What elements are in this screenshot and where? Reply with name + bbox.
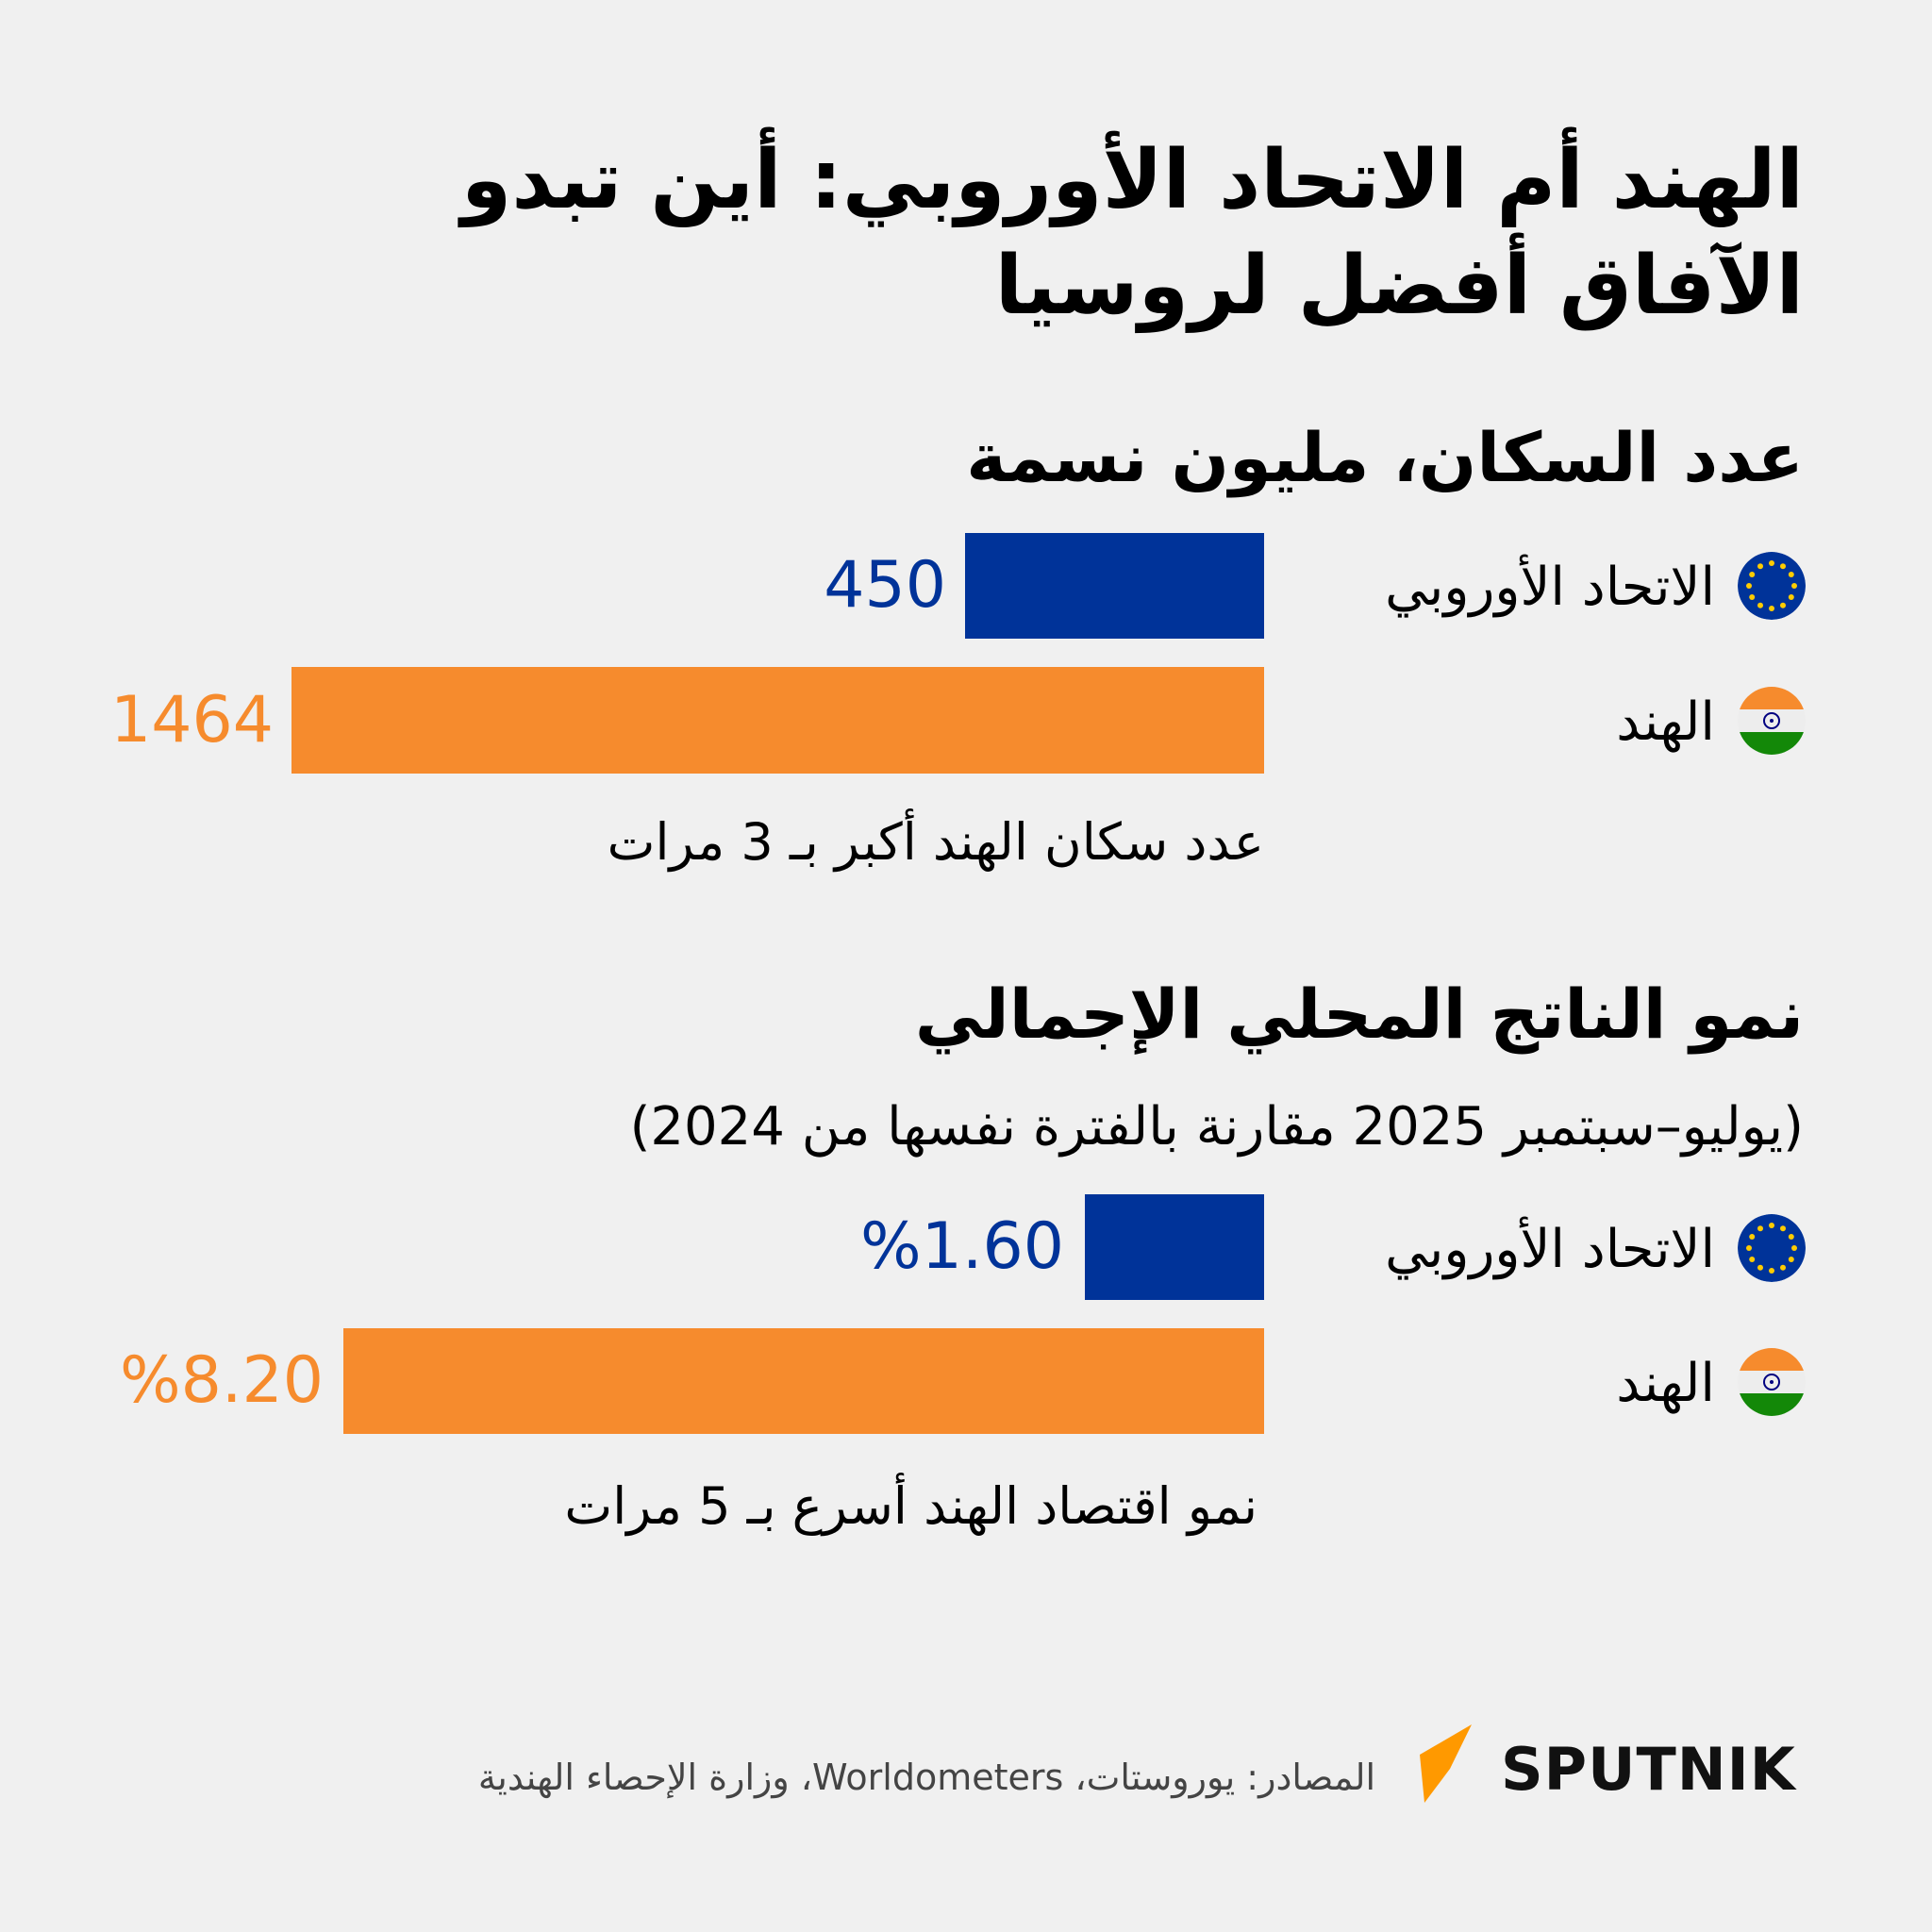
eu-flag-icon [1738,1214,1806,1282]
gdp-india-bar [343,1328,1264,1434]
gdp-eu-bar [1085,1194,1264,1300]
sources-text: المصادر: يوروستات، Worldometers، وزارة ا… [477,1757,1375,1798]
population-eu-bar [965,533,1264,639]
sputnik-logo[interactable]: SPUTNIK [1420,1722,1807,1816]
gdp-subtitle: (يوليو–سبتمبر 2025 مقارنة بالفترة نفسها … [629,1096,1804,1158]
population-eu-value: 450 [824,548,946,623]
population-india-bar [291,667,1264,774]
gdp-heading: نمو الناتج المحلي الإجمالي [914,974,1804,1054]
sputnik-wordmark: SPUTNIK [1501,1735,1796,1804]
sputnik-arrow-icon [1420,1724,1472,1803]
gdp-note: نمو اقتصاد الهند أسرع بـ 5 مرات [564,1476,1257,1536]
gdp-india-label: الهند [1616,1353,1715,1414]
population-eu-label: الاتحاد الأوروبي [1385,557,1715,618]
population-note: عدد سكان الهند أكبر بـ 3 مرات [607,812,1264,872]
population-heading: عدد السكان، مليون نسمة [966,418,1804,497]
india-flag-icon [1738,687,1806,755]
india-flag-icon [1738,1348,1806,1416]
gdp-eu-label: الاتحاد الأوروبي [1385,1219,1715,1280]
population-india-label: الهند [1616,691,1715,753]
population-india-value: 1464 [109,683,274,758]
gdp-eu-value: %1.60 [859,1209,1064,1284]
title-line-1: الهند أم الاتحاد الأوروبي: أين تبدو [460,133,1804,227]
page-title: الهند أم الاتحاد الأوروبي: أين تبدو الآف… [106,127,1804,339]
title-line-2: الآفاق أفضل لروسيا [994,239,1804,333]
eu-flag-icon [1738,552,1806,620]
gdp-india-value: %8.20 [119,1343,324,1418]
